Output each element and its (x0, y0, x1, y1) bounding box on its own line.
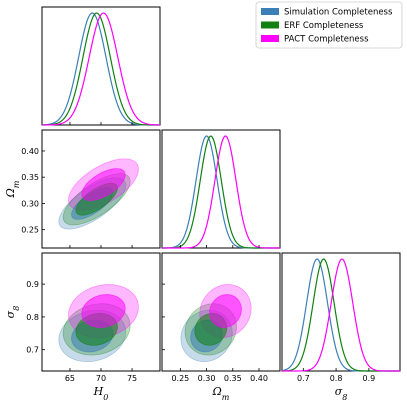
contour-68 (81, 294, 126, 328)
y-axis-label-Om: Ωm (4, 180, 21, 198)
panel-2d-Om-s8: 0.25 0.30 0.35 0.40 (161, 252, 281, 383)
x-tick-label: 0.8 (330, 374, 343, 383)
x-tick-label: 65 (65, 374, 75, 383)
y-tick-label: 0.40 (21, 147, 39, 156)
x-tick-label: 0.35 (224, 374, 242, 383)
panel-2d-H0-s8: 65 70 75 0.7 0.8 0.9 (26, 252, 161, 383)
legend-swatch (261, 8, 279, 15)
posterior-1d-curve (282, 258, 400, 372)
posterior-1d-curve (281, 258, 400, 372)
x-tick-label: 0.30 (198, 374, 216, 383)
legend-swatch (261, 21, 279, 29)
x-tick-label: 0.7 (297, 374, 310, 383)
y-tick-label: 0.25 (21, 226, 39, 235)
panel-2d-H0-Om: 0.25 0.30 0.35 0.40 (21, 129, 161, 249)
panel-frame (41, 6, 161, 126)
axis-labels: H0 Ωm σ8 Ωm σ8 (4, 180, 347, 401)
panels: 0.7 0.8 0.9 0.25 0.30 0.35 0.40 65 70 75 0.7 0.8 0.9… (4, 6, 401, 402)
x-tick-label: 0.9 (362, 374, 375, 383)
panel-frame (161, 252, 281, 372)
posterior-1d-curve (162, 135, 280, 249)
posterior-1d-curve (161, 135, 280, 249)
contour-68 (209, 294, 242, 328)
x-tick-label: 0.25 (171, 374, 189, 383)
panel-1d-Om (161, 129, 281, 249)
legend-label: Simulation Completeness (284, 8, 393, 18)
legend-swatch (261, 35, 279, 42)
legend-label: ERF Completeness (284, 21, 364, 31)
y-tick-label: 0.30 (21, 199, 39, 208)
panel-frame (161, 129, 281, 249)
contours (180, 284, 252, 363)
panel-frame (281, 252, 401, 372)
x-tick-label: 0.40 (250, 374, 268, 383)
panel-1d-H0 (41, 6, 161, 126)
y-tick-label: 0.8 (26, 313, 39, 322)
contours (58, 284, 139, 363)
legend-label: PACT Completeness (284, 35, 369, 45)
y-axis-label-s8: σ8 (4, 306, 21, 319)
contours (58, 158, 139, 230)
x-tick-label: 75 (127, 374, 137, 383)
posterior-1d-curve (41, 12, 160, 126)
x-axis-label-H0: H0 (93, 385, 109, 402)
posterior-1d-curve (41, 12, 160, 126)
y-tick-label: 0.35 (21, 173, 39, 182)
x-tick-label: 70 (96, 374, 106, 383)
x-axis-label-s8: σ8 (335, 385, 348, 402)
posterior-1d-curve (162, 135, 280, 249)
y-tick-label: 0.9 (26, 280, 39, 289)
legend-frame (255, 1, 403, 49)
contour-68 (81, 168, 126, 201)
posterior-1d-curve (42, 12, 161, 126)
posterior-1d-curve (281, 258, 400, 372)
y-tick-label: 0.7 (26, 346, 39, 355)
legend: Simulation Completeness ERF Completeness P… (255, 1, 403, 49)
x-axis-label-Om: Ωm (212, 385, 230, 402)
panel-1d-s8: 0.7 0.8 0.9 (281, 252, 401, 383)
